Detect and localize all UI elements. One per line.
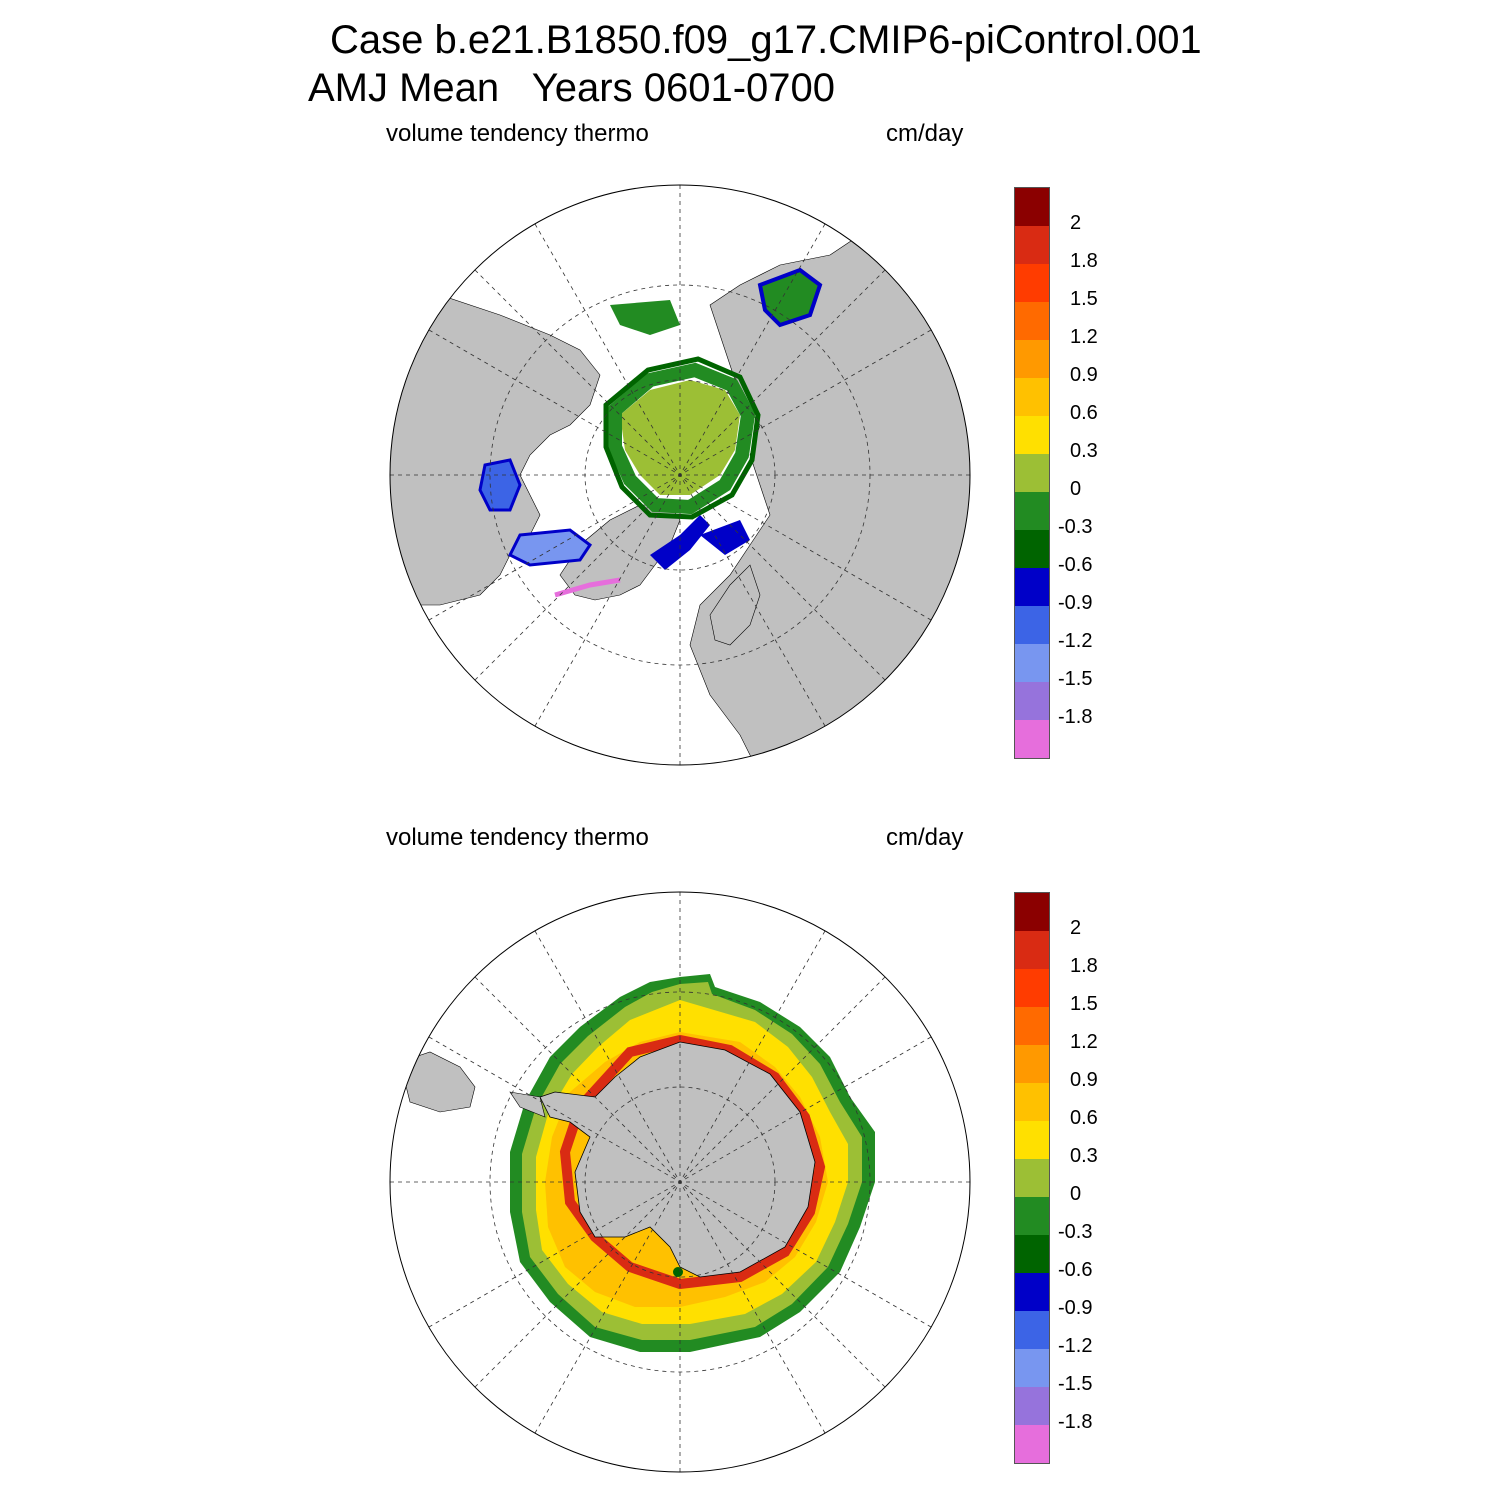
scandinavia-landmass — [709, 564, 761, 646]
colorbar-tick-label: -0.9 — [1058, 592, 1093, 614]
colorbar-tick-label: -1.2 — [1058, 1335, 1093, 1357]
figure-title-line1: Case b.e21.B1850.f09_g17.CMIP6-piControl… — [330, 18, 1202, 62]
colorbar-tick-label: 0 — [1070, 478, 1082, 500]
colorbar-swatch — [1015, 188, 1049, 226]
colorbar-tick-label: 0.6 — [1070, 1107, 1098, 1129]
colorbar-swatch — [1015, 1273, 1049, 1311]
colorbar-tick-label: 0.6 — [1070, 402, 1098, 424]
north-america-landmass — [390, 294, 601, 606]
north-polar-map — [389, 184, 971, 766]
colorbar-swatch — [1015, 416, 1049, 454]
colorbar-swatch — [1015, 302, 1049, 340]
colorbar-tick-label: -0.3 — [1058, 1221, 1093, 1243]
south-units-label: cm/day — [886, 824, 964, 851]
colorbar-swatch — [1015, 1121, 1049, 1159]
arctic-marginal-ice-ring — [608, 362, 756, 515]
ross-sea-anomaly — [673, 1267, 683, 1277]
south-map-border — [389, 891, 971, 1473]
south-polar-map — [389, 891, 971, 1473]
colorbar-tick-label: 0.9 — [1070, 364, 1098, 386]
north-variable-label: volume tendency thermo — [386, 120, 649, 147]
colorbar-tick-label: 1.2 — [1070, 326, 1098, 348]
colorbar-swatch — [1015, 454, 1049, 492]
north-graticule — [390, 185, 970, 765]
colorbar-swatch — [1015, 1425, 1049, 1463]
colorbar-tick-label: -1.8 — [1058, 1411, 1093, 1433]
colorbar-swatch — [1015, 378, 1049, 416]
colorbar-swatch — [1015, 1045, 1049, 1083]
north-units-label: cm/day — [886, 120, 964, 147]
colorbar-swatch — [1015, 682, 1049, 720]
colorbar-tick-label: -1.5 — [1058, 668, 1093, 690]
colorbar-swatch — [1015, 226, 1049, 264]
east-siberian-ice — [610, 300, 680, 335]
colorbar-swatch — [1015, 492, 1049, 530]
central-arctic-ice-field — [620, 380, 740, 495]
north-colorbar — [1014, 187, 1050, 759]
colorbar-swatch — [1015, 720, 1049, 758]
labrador-sea-ice-edge — [554, 577, 621, 598]
colorbar-swatch — [1015, 931, 1049, 969]
colorbar-swatch — [1015, 1311, 1049, 1349]
colorbar-swatch — [1015, 1159, 1049, 1197]
colorbar-tick-label: -0.9 — [1058, 1297, 1093, 1319]
colorbar-tick-label: -1.5 — [1058, 1373, 1093, 1395]
colorbar-tick-label: 0.9 — [1070, 1069, 1098, 1091]
colorbar-tick-label: 0.3 — [1070, 1145, 1098, 1167]
hudson-bay-ice — [478, 458, 522, 512]
colorbar-swatch — [1015, 1349, 1049, 1387]
colorbar-tick-label: 1.2 — [1070, 1031, 1098, 1053]
colorbar-swatch — [1015, 1235, 1049, 1273]
colorbar-tick-label: -1.2 — [1058, 630, 1093, 652]
barents-sea-ice-edge — [700, 520, 750, 555]
north-map-border — [389, 184, 971, 766]
colorbar-tick-label: 0.3 — [1070, 440, 1098, 462]
colorbar-tick-label: 1.5 — [1070, 288, 1098, 310]
colorbar-swatch — [1015, 1197, 1049, 1235]
arctic-outer-band — [603, 356, 761, 520]
colorbar-swatch — [1015, 1083, 1049, 1121]
colorbar-swatch — [1015, 1387, 1049, 1425]
antarctic-peninsula — [509, 1091, 546, 1118]
south-graticule — [390, 892, 970, 1472]
colorbar-swatch — [1015, 568, 1049, 606]
south-variable-label: volume tendency thermo — [386, 824, 649, 851]
bering-sea-ice — [757, 267, 823, 328]
colorbar-swatch — [1015, 969, 1049, 1007]
colorbar-tick-label: 1.8 — [1070, 955, 1098, 977]
south-america-tip — [399, 1051, 476, 1113]
colorbar-tick-label: 2 — [1070, 212, 1082, 234]
colorbar-tick-label: 0 — [1070, 1183, 1082, 1205]
colorbar-swatch — [1015, 644, 1049, 682]
figure-title-line2: AMJ Mean Years 0601-0700 — [308, 66, 836, 110]
colorbar-swatch — [1015, 606, 1049, 644]
colorbar-tick-label: -1.8 — [1058, 706, 1093, 728]
colorbar-tick-label: -0.6 — [1058, 1259, 1093, 1281]
colorbar-tick-label: 1.5 — [1070, 993, 1098, 1015]
colorbar-tick-label: 1.8 — [1070, 250, 1098, 272]
antarctic-coastal-red-band — [559, 1034, 826, 1290]
south-colorbar — [1014, 892, 1050, 1464]
colorbar-swatch — [1015, 340, 1049, 378]
colorbar-tick-label: 2 — [1070, 917, 1082, 939]
colorbar-tick-label: -0.3 — [1058, 516, 1093, 538]
colorbar-swatch — [1015, 530, 1049, 568]
baffin-bay-ice — [507, 528, 593, 567]
colorbar-swatch — [1015, 1007, 1049, 1045]
colorbar-swatch — [1015, 264, 1049, 302]
colorbar-tick-label: -0.6 — [1058, 554, 1093, 576]
colorbar-swatch — [1015, 893, 1049, 931]
greenland-sea-ice-edge — [650, 515, 710, 570]
